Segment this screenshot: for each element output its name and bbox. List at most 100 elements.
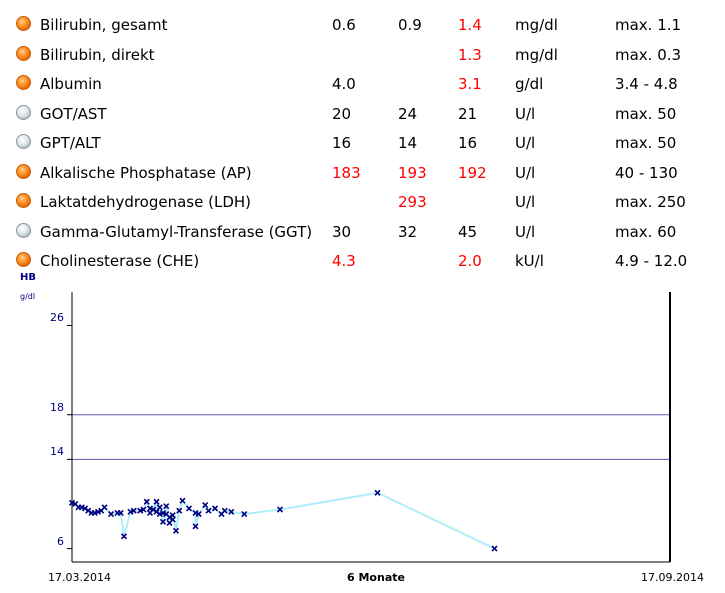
- orange-dot-icon: [16, 252, 31, 267]
- lab-unit: U/l: [515, 104, 536, 123]
- data-point: [140, 506, 147, 513]
- data-point: [221, 507, 228, 514]
- data-point: [211, 505, 219, 512]
- lab-name: Laktatdehydrogenase (LDH): [40, 193, 252, 211]
- orange-dot-icon: [16, 75, 31, 90]
- gray-dot-icon: [16, 134, 31, 149]
- lab-reference-range: 3.4 - 4.8: [615, 75, 678, 93]
- lab-value-2: 24: [398, 104, 418, 123]
- lab-unit: g/dl: [515, 75, 544, 93]
- gray-dot-icon: [16, 104, 31, 120]
- lab-row[interactable]: Bilirubin, direkt 1.3 mg/dl max. 0.3: [14, 42, 719, 72]
- lab-reference-range: max. 50: [615, 104, 677, 123]
- data-point: [172, 527, 180, 534]
- y-tick-label: 14: [50, 445, 64, 459]
- lab-unit: U/l: [515, 222, 536, 241]
- lab-name: GOT/AST: [40, 104, 107, 123]
- data-point: [192, 523, 199, 530]
- lab-value-3: 16: [458, 134, 478, 152]
- data-point: [241, 510, 248, 518]
- lab-name: Cholinesterase (CHE): [40, 252, 200, 270]
- data-point: [179, 497, 186, 504]
- lab-value-1: 4.0: [332, 75, 356, 93]
- lab-value-3: 1.4: [458, 16, 482, 34]
- x-axis-end-label: 17.09.2014: [641, 571, 704, 584]
- lab-row[interactable]: Cholinesterase (CHE) 4.3 2.0 kU/l 4.9 - 12.0: [14, 248, 719, 278]
- data-point: [185, 505, 193, 512]
- data-point: [491, 545, 498, 552]
- lab-value-3: 45: [458, 222, 478, 241]
- y-tick-label: 26: [50, 311, 64, 325]
- data-point: [163, 503, 170, 510]
- data-point: [107, 510, 115, 518]
- lab-name: GPT/ALT: [40, 134, 101, 152]
- chart-y-unit: g/dl: [20, 292, 36, 301]
- lab-unit: kU/l: [515, 252, 544, 270]
- lab-row[interactable]: Albumin 4.0 3.1 g/dl 3.4 - 4.8: [14, 71, 719, 101]
- orange-dot-icon: [16, 45, 31, 61]
- data-point: [276, 506, 284, 513]
- data-point: [130, 507, 137, 514]
- data-point: [153, 498, 160, 505]
- hb-chart-plot: [67, 292, 671, 563]
- lab-value-1: 0.6: [332, 16, 356, 34]
- data-point: [228, 508, 235, 515]
- lab-unit: U/l: [515, 193, 536, 211]
- lab-name: Alkalische Phosphatase (AP): [40, 163, 252, 182]
- hb-series-line: [71, 491, 495, 550]
- lab-reference-range: max. 250: [615, 193, 686, 211]
- lab-value-2: 293: [398, 193, 427, 211]
- lab-row[interactable]: GPT/ALT 16 14 16 U/l max. 50: [14, 130, 719, 160]
- data-point: [143, 498, 150, 505]
- lab-results-table: Bilirubin, gesamt 0.6 0.9 1.4 mg/dl max. 1.1 B…: [14, 12, 719, 278]
- x-axis-range-label: 6 Monate: [347, 571, 405, 584]
- data-point: [159, 518, 167, 525]
- lab-value-3: 21: [458, 104, 478, 123]
- data-point: [202, 502, 209, 509]
- lab-value-2: 193: [398, 163, 427, 182]
- lab-value-1: 4.3: [332, 252, 356, 270]
- lab-value-3: 2.0: [458, 252, 482, 270]
- lab-value-2: 14: [398, 134, 418, 152]
- lab-value-2: 0.9: [398, 16, 422, 34]
- data-point: [195, 510, 202, 518]
- lab-reference-range: max. 50: [615, 134, 677, 152]
- lab-unit: U/l: [515, 163, 536, 182]
- data-point: [117, 509, 124, 516]
- lab-reference-range: max. 60: [615, 222, 677, 241]
- data-point: [156, 504, 163, 511]
- lab-value-1: 183: [332, 163, 361, 182]
- orange-dot-icon: [16, 193, 31, 208]
- lab-unit: mg/dl: [515, 16, 558, 34]
- hb-chart: HB g/dl 26 18 14 6 17.03.2014 6 Monate 17.0…: [0, 270, 725, 593]
- lab-row[interactable]: GOT/AST 20 24 21 U/l max. 50: [14, 101, 719, 131]
- lab-unit: mg/dl: [515, 45, 558, 64]
- lab-row[interactable]: Alkalische Phosphatase (AP) 183 193 192 U/l 4…: [14, 160, 719, 190]
- lab-row[interactable]: Bilirubin, gesamt 0.6 0.9 1.4 mg/dl max. 1.1: [14, 12, 719, 42]
- data-point: [101, 504, 108, 511]
- lab-reference-range: 40 - 130: [615, 163, 678, 182]
- lab-value-2: 32: [398, 222, 418, 241]
- y-tick-label: 6: [57, 534, 64, 548]
- lab-name: Gamma-Glutamyl-Transferase (GGT): [40, 222, 313, 241]
- gray-dot-icon: [16, 222, 31, 238]
- lab-reference-range: 4.9 - 12.0: [615, 252, 688, 270]
- lab-value-1: 16: [332, 134, 352, 152]
- lab-name: Bilirubin, direkt: [40, 45, 155, 64]
- lab-row[interactable]: Laktatdehydrogenase (LDH) 293 U/l max. 250: [14, 189, 719, 219]
- y-tick-label: 18: [50, 400, 64, 414]
- lab-name: Bilirubin, gesamt: [40, 16, 168, 34]
- data-point: [374, 489, 381, 496]
- lab-reference-range: max. 1.1: [615, 16, 682, 34]
- lab-value-1: 20: [332, 104, 352, 123]
- data-point: [176, 507, 183, 514]
- data-point: [205, 507, 212, 514]
- lab-reference-range: max. 0.3: [615, 45, 682, 64]
- x-axis-start-label: 17.03.2014: [48, 571, 111, 584]
- data-point: [169, 512, 176, 519]
- orange-dot-icon: [16, 16, 31, 31]
- chart-title: HB: [20, 272, 36, 283]
- lab-value-3: 1.3: [458, 45, 482, 64]
- lab-name: Albumin: [40, 75, 102, 93]
- lab-row[interactable]: Gamma-Glutamyl-Transferase (GGT) 30 32 45 U/…: [14, 219, 719, 249]
